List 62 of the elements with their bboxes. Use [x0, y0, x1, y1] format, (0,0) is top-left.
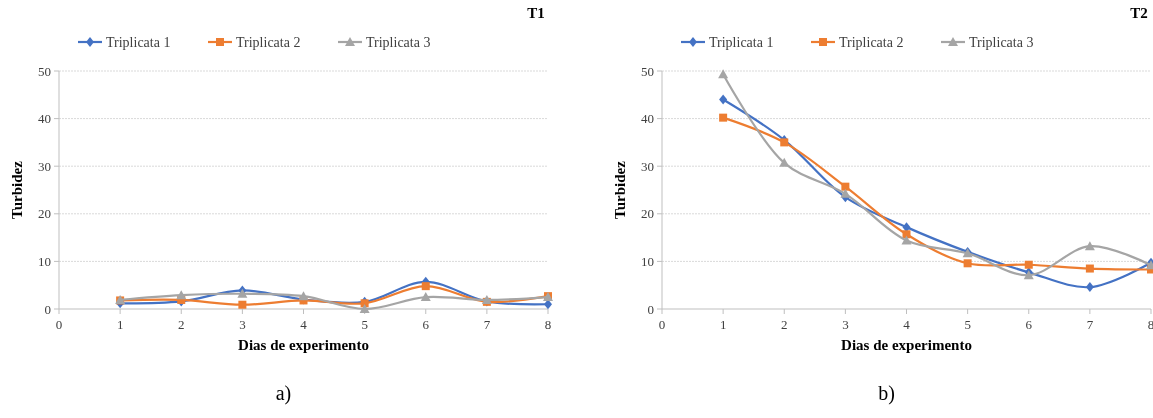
- x-tick-label: 3: [239, 317, 246, 332]
- point: [1024, 260, 1033, 269]
- point: [902, 230, 911, 239]
- legend-label: Triplicata 3: [366, 34, 431, 50]
- text: b): [878, 382, 895, 405]
- point: [176, 290, 187, 300]
- y-tick-label: 30: [641, 158, 654, 174]
- x-tick-label: 7: [1086, 317, 1094, 332]
- chart-title: T1: [527, 5, 545, 21]
- text: a): [275, 382, 292, 405]
- y-tick-label: 20: [38, 206, 51, 222]
- x-tick-label: 0: [658, 317, 666, 332]
- legend-label: Triplicata 2: [236, 34, 301, 50]
- point: [841, 182, 850, 191]
- point: [1085, 282, 1094, 293]
- x-axis-title: Dias de experimento: [238, 337, 369, 353]
- x-tick-label: 4: [300, 317, 308, 332]
- point: [1084, 241, 1095, 251]
- x-tick-label: 6: [1025, 317, 1033, 332]
- y-tick-label: 50: [38, 63, 51, 79]
- y-tick-label: 0: [44, 301, 51, 317]
- point: [298, 291, 309, 301]
- x-tick-label: 7: [483, 317, 491, 332]
- x-tick-label: 2: [781, 317, 788, 332]
- x-tick-label: 1: [719, 317, 727, 332]
- legend-label: Triplicata 1: [709, 34, 774, 50]
- y-axis-title: Turbidez: [612, 160, 628, 219]
- point: [719, 113, 728, 122]
- y-tick-label: 40: [38, 111, 51, 127]
- point: [1085, 264, 1094, 273]
- legend-label: Triplicata 2: [839, 34, 904, 50]
- y-tick-label: 40: [641, 111, 654, 127]
- x-tick-label: 3: [842, 317, 849, 332]
- y-tick-label: 10: [38, 253, 51, 269]
- point: [421, 282, 430, 291]
- y-tick-label: 10: [641, 253, 654, 269]
- x-tick-label: 5: [361, 317, 368, 332]
- point: [420, 292, 431, 302]
- y-tick-label: 50: [641, 63, 654, 79]
- legend-label: Triplicata 3: [969, 34, 1034, 50]
- y-tick-label: 20: [641, 206, 654, 222]
- x-tick-label: 8: [1147, 317, 1153, 332]
- point: [359, 304, 370, 313]
- x-tick-label: 6: [422, 317, 430, 332]
- x-tick-label: 1: [116, 317, 124, 332]
- x-axis-title: Dias de experimento: [841, 337, 972, 353]
- x-tick-label: 2: [178, 317, 185, 332]
- point: [901, 235, 912, 245]
- x-tick-label: 8: [544, 317, 552, 332]
- legend-label: Triplicata 1: [106, 34, 171, 50]
- point: [719, 94, 728, 105]
- x-tick-label: 0: [55, 317, 63, 332]
- y-tick-label: 30: [38, 158, 51, 174]
- point: [718, 69, 729, 79]
- point: [238, 300, 247, 309]
- chart-title: T2: [1130, 5, 1148, 21]
- y-tick-label: 0: [647, 301, 654, 317]
- y-axis-title: Turbidez: [9, 160, 25, 219]
- point: [840, 188, 851, 198]
- x-tick-label: 5: [964, 317, 971, 332]
- x-tick-label: 4: [903, 317, 911, 332]
- point: [963, 259, 972, 268]
